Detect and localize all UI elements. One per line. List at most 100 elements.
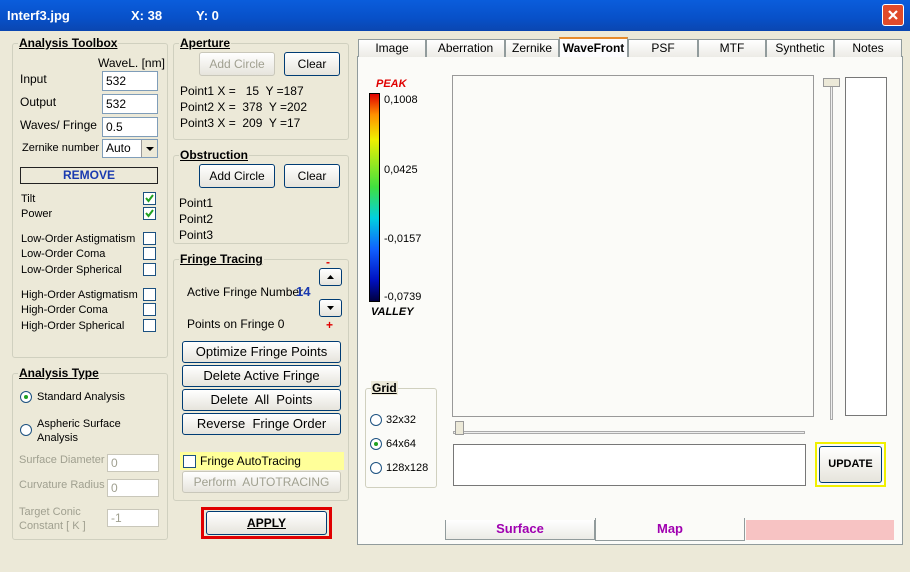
cursor-x: X: 38 bbox=[131, 8, 163, 23]
text-input[interactable]: 0.5 bbox=[102, 117, 158, 137]
label: Point2 bbox=[179, 212, 214, 226]
cursor-y: Y: 0 bbox=[196, 8, 219, 23]
label: Point1 X = 15 Y =187 bbox=[180, 84, 304, 98]
peak-label: PEAK bbox=[376, 78, 407, 90]
close-icon bbox=[888, 10, 898, 20]
tab[interactable]: Zernike bbox=[505, 39, 559, 57]
group-title: Analysis Toolbox bbox=[18, 36, 119, 50]
label: 128x128 bbox=[386, 462, 429, 474]
button[interactable]: Add Circle bbox=[199, 52, 275, 76]
group-title: Aperture bbox=[179, 36, 232, 50]
checkbox[interactable] bbox=[143, 247, 156, 260]
spin-down[interactable] bbox=[319, 299, 342, 317]
autotracing-strip bbox=[180, 452, 344, 470]
tab[interactable]: WaveFront bbox=[559, 37, 628, 57]
dropdown[interactable]: Auto bbox=[102, 139, 158, 158]
arrow-icon bbox=[146, 147, 154, 151]
label: Standard Analysis bbox=[37, 391, 126, 403]
button[interactable]: Delete Active Fringe bbox=[182, 365, 341, 387]
button[interactable]: Clear bbox=[284, 164, 340, 188]
radio-button[interactable] bbox=[20, 391, 32, 403]
checkbox[interactable] bbox=[143, 192, 156, 205]
tab[interactable]: Synthetic bbox=[766, 39, 834, 57]
label: Low-Order Astigmatism bbox=[21, 233, 136, 245]
button[interactable]: Add Circle bbox=[199, 164, 275, 188]
checkbox[interactable] bbox=[143, 288, 156, 301]
tab[interactable]: Notes bbox=[834, 39, 902, 57]
checkbox[interactable] bbox=[143, 263, 156, 276]
button[interactable]: Optimize Fringe Points bbox=[182, 341, 341, 363]
button[interactable]: Delete All Points bbox=[182, 389, 341, 411]
grid-group bbox=[365, 388, 437, 488]
button[interactable]: APPLY bbox=[206, 511, 327, 535]
text-input: -1 bbox=[107, 509, 159, 527]
label: Power bbox=[21, 208, 53, 220]
text-input[interactable]: 532 bbox=[102, 71, 158, 91]
checkbox[interactable] bbox=[143, 207, 156, 220]
radio-button[interactable] bbox=[370, 438, 382, 450]
checkbox[interactable] bbox=[143, 232, 156, 245]
label: Input bbox=[20, 72, 47, 86]
check-mark bbox=[145, 194, 154, 203]
radio-button[interactable] bbox=[370, 462, 382, 474]
bottom-tab[interactable]: Surface bbox=[445, 520, 595, 540]
label: Aspheric Surface Analysis bbox=[37, 418, 121, 444]
label: Point3 bbox=[179, 228, 214, 242]
window-title: Interf3.jpg bbox=[7, 8, 70, 23]
aperture bbox=[173, 43, 349, 140]
valley-label: VALLEY bbox=[371, 306, 414, 318]
remove-button[interactable]: REMOVE bbox=[20, 167, 158, 184]
label: High-Order Coma bbox=[21, 304, 108, 316]
tab[interactable]: Image bbox=[358, 39, 426, 57]
label: WaveL. [nm] bbox=[98, 56, 165, 70]
text-input: 0 bbox=[107, 454, 159, 472]
spin-up[interactable] bbox=[319, 268, 342, 286]
bottom-tab[interactable]: Map bbox=[595, 518, 745, 541]
label: Low-Order Coma bbox=[21, 248, 106, 260]
text-input[interactable]: 532 bbox=[102, 94, 158, 114]
minus-sign: - bbox=[326, 255, 330, 269]
label: 0,0425 bbox=[384, 164, 418, 176]
radio-button[interactable] bbox=[370, 414, 382, 426]
button[interactable]: Perform AUTOTRACING bbox=[182, 471, 341, 493]
label: Point2 X = 378 Y =202 bbox=[180, 100, 307, 114]
button[interactable]: Clear bbox=[284, 52, 340, 76]
button[interactable]: UPDATE bbox=[819, 446, 882, 483]
close-button[interactable] bbox=[882, 4, 904, 26]
label: Waves/ Fringe bbox=[20, 118, 97, 132]
checkbox[interactable] bbox=[183, 455, 196, 468]
v-slider-thumb[interactable] bbox=[823, 78, 840, 87]
tab[interactable]: MTF bbox=[698, 39, 766, 57]
group-title: Grid bbox=[371, 381, 398, 395]
label: 0,1008 bbox=[384, 94, 418, 106]
group-title: Fringe Tracing bbox=[179, 252, 264, 266]
h-slider-thumb[interactable] bbox=[455, 421, 464, 435]
radio-button[interactable] bbox=[20, 424, 32, 436]
checkbox[interactable] bbox=[143, 303, 156, 316]
apply-frame bbox=[201, 507, 332, 539]
tab[interactable]: PSF bbox=[628, 39, 698, 57]
pink-strip bbox=[746, 520, 894, 540]
label: -0,0157 bbox=[384, 233, 422, 245]
update-frame bbox=[815, 442, 886, 487]
label: 32x32 bbox=[386, 414, 416, 426]
label: High-Order Spherical bbox=[21, 320, 125, 332]
radio-dot bbox=[24, 395, 28, 399]
label: Fringe AutoTracing bbox=[200, 454, 301, 468]
label: Curvature Radius bbox=[19, 479, 105, 491]
label: 64x64 bbox=[386, 438, 416, 450]
label: Point1 bbox=[179, 196, 214, 210]
radio-dot bbox=[374, 442, 378, 446]
color-bar bbox=[369, 93, 380, 302]
label: -0,0739 bbox=[384, 291, 422, 303]
checkbox[interactable] bbox=[143, 319, 156, 332]
button[interactable]: Reverse Fringe Order bbox=[182, 413, 341, 435]
map-frame bbox=[452, 75, 814, 417]
tab[interactable]: Aberration bbox=[426, 39, 505, 57]
label: Surface Diameter bbox=[19, 454, 105, 466]
title-bar bbox=[0, 0, 910, 31]
plus-sign: + bbox=[326, 318, 334, 332]
group-title: Analysis Type bbox=[18, 366, 100, 380]
up-arrow bbox=[327, 275, 334, 279]
